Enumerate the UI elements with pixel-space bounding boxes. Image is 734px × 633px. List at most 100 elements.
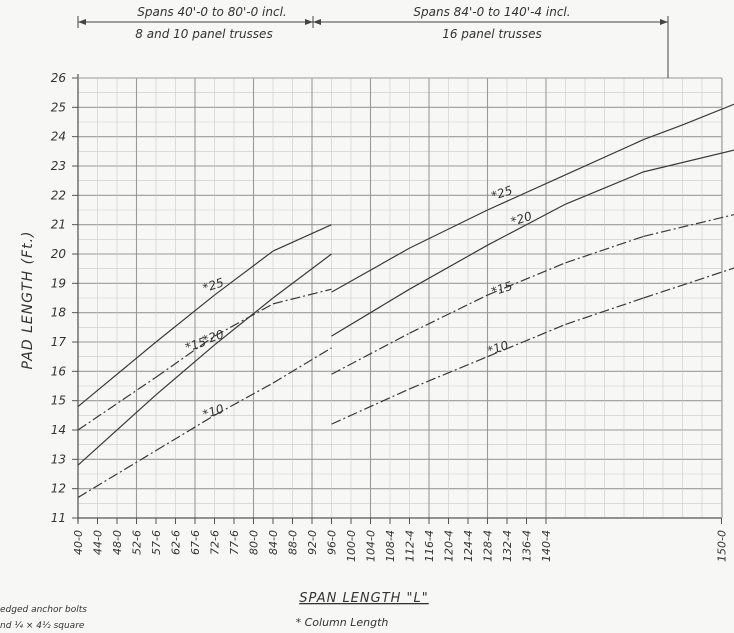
x-tick-label: 112-4 [404,530,417,562]
curve-segment-col-10 [487,323,566,358]
curve-segment-col-15 [331,332,410,375]
x-tick-label: 104-0 [365,530,378,562]
curve-segment-col-20 [272,253,332,299]
curve-segment-col-20 [155,344,215,396]
span-brackets: Spans 40'-0 to 80'-0 incl. 8 and 10 pane… [77,5,669,78]
y-tick-label: 16 [51,364,67,378]
curve-segment-col-25 [565,139,644,176]
x-tick-label: 132-4 [501,530,514,562]
bracket-arrow-mid-r [313,19,321,25]
curve-label: *15 [490,279,515,299]
side-note-1: edged anchor bolts [0,605,87,615]
curve-segment-col-10 [643,267,734,299]
curve-segment-col-15 [77,376,157,431]
x-tick-label: 136-4 [521,530,534,562]
curve-segment-col-15 [155,335,215,378]
curve-segment-col-15 [643,214,734,237]
y-tick-label: 17 [51,335,67,349]
curve-segment-col-25 [409,209,488,249]
x-tick-label: 96-0 [326,530,339,555]
curve-segment-col-20 [565,171,644,205]
curve-label: *20 [509,209,534,229]
curve-segment-col-20 [487,203,566,246]
curve-segment-col-20 [643,149,734,173]
x-tick-label: 72-6 [209,530,222,555]
x-tick-label: 88-0 [287,530,300,555]
x-tick-label: 84-0 [267,530,280,555]
y-tick-labels: 11 12 13 14 15 16 17 18 19 20 21 22 23 24 25 26 [51,71,78,525]
x-tick-label: 140-4 [540,530,553,562]
curve-segment-col-10 [331,388,410,425]
y-tick-label: 23 [51,159,66,173]
curve-label: *20 [201,327,226,347]
curve-label: *10 [486,338,511,358]
curve-segment-col-25 [272,224,332,252]
bracket-right-line1: Spans 84'-0 to 140'-4 incl. [413,5,570,19]
y-tick-label: 19 [51,276,66,290]
curve-segment-col-25 [214,250,274,296]
y-tick-label: 13 [51,452,66,466]
x-tick-label: 124-4 [462,530,475,562]
x-tick-label: 62-6 [170,530,183,555]
y-tick-label: 14 [51,423,66,437]
x-tick-label: 100-0 [345,530,358,562]
bracket-left-line1: Spans 40'-0 to 80'-0 incl. [137,5,287,19]
curve-segment-col-25 [487,174,566,211]
bracket-left-line2: 8 and 10 panel trusses [135,27,272,41]
curve-segment-col-10 [409,356,488,390]
curve-segment-col-15 [214,303,274,337]
y-tick-label: 20 [51,247,67,261]
x-tick-label: 67-6 [189,530,202,555]
y-tick-label: 22 [51,188,66,202]
x-axis-title: SPAN LENGTH "L" [299,591,429,606]
curve-segment-col-10 [272,347,332,384]
curve-segment-col-15 [565,235,644,264]
bracket-arrow-right [660,19,668,25]
bracket-arrow-left [78,19,86,25]
curve-segment-col-25 [682,103,734,126]
x-tick-label: 57-6 [150,530,163,555]
curve-label: *10 [201,401,226,421]
curve-label: *25 [490,183,515,203]
y-tick-label: 18 [51,306,67,320]
curve-segment-col-20 [409,244,488,290]
x-tick-label: 77-6 [228,530,241,555]
x-tick-label: 150-0 [716,530,729,562]
curves [77,103,734,498]
bracket-right-line2: 16 panel trusses [442,27,542,41]
x-tick-label: 92-0 [306,530,319,555]
x-tick-label: 120-4 [443,530,456,562]
y-tick-label: 12 [51,482,66,496]
bracket-arrow-mid-l [305,19,313,25]
curve-segment-col-25 [77,341,157,407]
y-tick-label: 24 [51,130,66,144]
y-tick-label: 26 [51,71,67,85]
curve-label: *15 [183,335,208,355]
x-tick-labels: 40-0 44-0 48-0 52-6 57-6 62-6 67-6 72-6 77-6 80-0… [72,518,729,562]
curve-labels: *25*25*20*20*15*15*10*10 [183,183,534,421]
curve-segment-col-10 [155,414,215,452]
x-tick-label: 52-6 [131,530,144,555]
curve-segment-col-10 [77,450,157,498]
curve-segment-col-25 [331,247,410,293]
curve-segment-col-20 [214,297,274,346]
x-tick-label: 40-0 [72,530,85,555]
curve-segment-col-20 [331,288,410,337]
footnote: * Column Length [296,616,389,629]
curve-segment-col-20 [77,394,157,466]
x-tick-label: 128-4 [482,530,495,562]
curve-label: *25 [201,275,226,295]
curve-segment-col-15 [272,288,332,305]
curve-segment-col-25 [643,124,683,141]
x-tick-label: 80-0 [248,530,261,555]
curve-segment-col-10 [214,382,274,416]
x-tick-label: 116-4 [423,530,436,562]
y-tick-label: 21 [51,218,66,232]
grid [77,74,723,522]
curve-segment-col-25 [155,294,215,343]
x-tick-label: 48-0 [111,530,124,555]
curve-segment-col-15 [409,294,488,334]
x-tick-label: 108-4 [384,530,397,562]
side-note-2: nd ¼ × 4½ square [0,621,85,631]
